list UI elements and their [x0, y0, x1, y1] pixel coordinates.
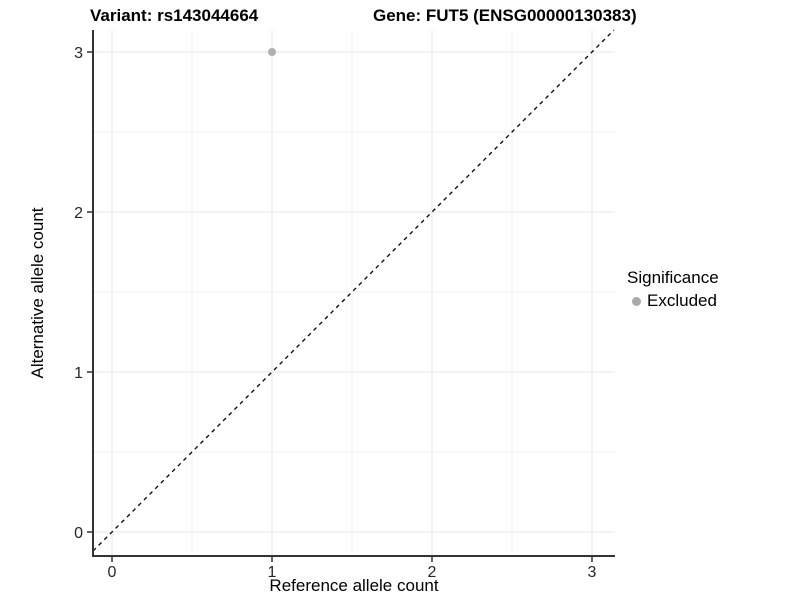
legend-item-label: Excluded — [647, 291, 717, 310]
x-tick-label: 2 — [428, 564, 437, 581]
plot-title-gene: Gene: FUT5 (ENSG00000130383) — [373, 6, 637, 25]
y-tick-label: 0 — [74, 525, 83, 542]
x-axis-title: Reference allele count — [269, 576, 439, 595]
x-tick-label: 3 — [588, 564, 597, 581]
data-point — [268, 48, 276, 56]
legend-title: Significance — [627, 268, 719, 287]
identity-dashed-line — [92, 29, 615, 552]
y-tick-label: 1 — [74, 365, 83, 382]
y-tick-label: 2 — [74, 205, 83, 222]
x-tick-label: 0 — [108, 564, 117, 581]
excluded-point-icon — [632, 296, 641, 306]
x-tick-label: 1 — [268, 564, 277, 581]
y-tick-label: 3 — [74, 45, 83, 62]
legend: Significance Excluded — [627, 268, 719, 311]
y-axis-title: Alternative allele count — [28, 207, 47, 379]
legend-item-excluded: Excluded — [627, 291, 719, 311]
plot-title-variant: Variant: rs143044664 — [90, 6, 259, 25]
